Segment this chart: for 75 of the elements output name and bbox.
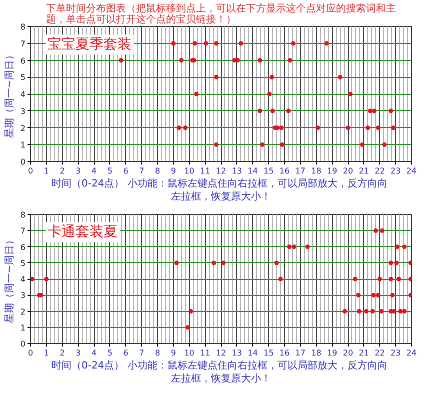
y-tick-label: 4 <box>20 275 26 284</box>
x-tick-label: 17 <box>295 166 306 176</box>
x-tick-label: 23 <box>390 166 401 176</box>
series-label: 宝宝夏季套装 <box>48 36 132 53</box>
x-tick-label: 21 <box>358 348 369 358</box>
y-tick-label: 5 <box>20 258 26 268</box>
y-tick-label: 4 <box>20 90 26 99</box>
y-tick-label: 6 <box>20 242 26 252</box>
x-tick-label: 10 <box>184 166 194 176</box>
x-tick-label: 23 <box>390 348 401 358</box>
x-tick-label: 4 <box>91 166 97 176</box>
y-tick-label: 8 <box>20 22 26 32</box>
y-tick-label: 1 <box>20 323 26 332</box>
x-tick-label: 0 <box>28 166 34 176</box>
x-tick-label: 16 <box>279 348 290 358</box>
x-tick-label: 15 <box>264 166 274 176</box>
x-tick-label: 21 <box>358 166 369 176</box>
y-tick-label: 0 <box>20 158 26 166</box>
x-tick-label: 7 <box>139 166 144 176</box>
x-tick-label: 5 <box>107 348 112 358</box>
x-tick-label: 1 <box>44 348 49 358</box>
x-tick-label: 0 <box>28 348 34 358</box>
x-tick-label: 22 <box>374 348 385 358</box>
x-tick-label: 7 <box>139 348 144 358</box>
y-axis-title: 星期（周一~周日） <box>3 234 16 324</box>
x-tick-label: 6 <box>123 348 128 358</box>
y-tick-label: 3 <box>20 106 26 116</box>
y-axis-title: 星期（周一~周日） <box>3 50 16 138</box>
x-tick-label: 1 <box>44 166 49 176</box>
x-tick-label: 3 <box>76 166 81 176</box>
y-tick-label: 7 <box>20 226 26 236</box>
x-tick-label: 12 <box>216 166 226 176</box>
text: 卡通套装夏 <box>48 224 118 240</box>
x-tick-label: 20 <box>342 166 354 176</box>
x-tick-label: 24 <box>406 348 417 358</box>
x-tick-label: 12 <box>216 348 226 358</box>
x-tick-label: 15 <box>264 348 274 358</box>
x-tick-label: 8 <box>154 348 160 358</box>
x-tick-label: 11 <box>200 166 210 176</box>
x-tick-label: 11 <box>200 348 210 358</box>
y-tick-label: 8 <box>20 210 26 220</box>
x-tick-label: 19 <box>327 348 338 358</box>
x-tick-label: 13 <box>232 348 242 358</box>
x-tick-label: 22 <box>374 166 385 176</box>
x-tick-label: 3 <box>76 348 81 358</box>
x-tick-label: 2 <box>60 348 65 358</box>
x-tick-label: 5 <box>107 166 112 176</box>
x-axis-title: 时间（0-24点） 小功能：鼠标左键点住向右拉框，可以局部放大，反方向向左拉框，恢复原大小！ <box>51 360 388 384</box>
y-tick-label: 2 <box>20 307 26 316</box>
x-tick-label: 14 <box>248 348 258 358</box>
y-tick-label: 3 <box>20 291 26 300</box>
chart-title: 下单时间分布图表（把鼠标移到点上，可以在下方显示这个点对应的搜索词和主题，单击点可以打开这个点的宝贝链接！） <box>46 2 396 26</box>
y-tick-label: 5 <box>20 73 26 82</box>
x-tick-label: 20 <box>342 348 354 358</box>
x-tick-label: 17 <box>295 348 306 358</box>
x-tick-label: 18 <box>311 166 322 176</box>
x-tick-label: 14 <box>248 166 258 176</box>
y-tick-label: 6 <box>20 56 26 66</box>
y-tick-label: 2 <box>20 124 26 133</box>
x-tick-label: 10 <box>184 348 194 358</box>
x-tick-label: 24 <box>406 166 417 176</box>
y-tick-label: 1 <box>20 140 26 150</box>
x-tick-label: 2 <box>60 166 65 176</box>
x-axis-title: 时间（0-24点） 小功能：鼠标左键点住向右拉框，可以局部放大，反方向向左拉框，恢复原大小！ <box>51 178 388 202</box>
x-tick-label: 6 <box>123 166 128 176</box>
x-tick-label: 9 <box>170 166 176 176</box>
y-tick-label: 0 <box>20 340 26 348</box>
x-tick-label: 19 <box>327 166 338 176</box>
x-tick-label: 18 <box>311 348 322 358</box>
x-tick-label: 8 <box>154 166 160 176</box>
y-tick-label: 7 <box>20 39 26 48</box>
x-tick-label: 13 <box>232 166 242 176</box>
x-tick-label: 4 <box>91 348 97 358</box>
x-tick-label: 9 <box>170 348 176 358</box>
x-tick-label: 16 <box>279 166 290 176</box>
